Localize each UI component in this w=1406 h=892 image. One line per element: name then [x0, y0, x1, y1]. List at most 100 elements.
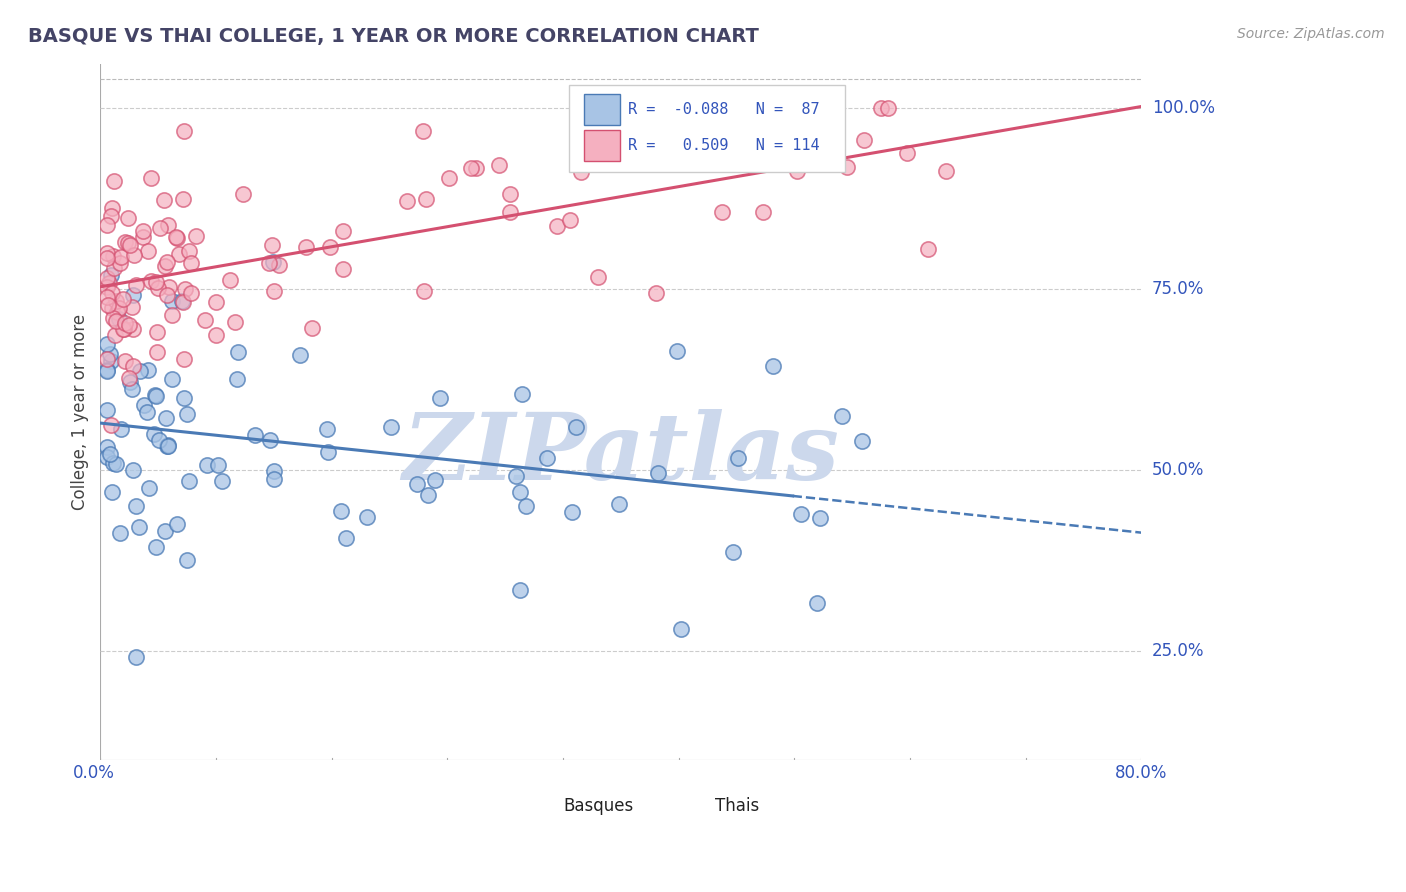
Point: [172, 295, 194, 310]
Point: [790, 508, 813, 522]
Point: [157, 280, 180, 294]
Point: [101, 285, 124, 300]
Text: Source: ZipAtlas.com: Source: ZipAtlas.com: [1237, 27, 1385, 41]
Point: [112, 322, 135, 336]
Point: [166, 230, 188, 244]
Point: [122, 322, 145, 336]
Point: [138, 481, 160, 495]
Point: [211, 474, 233, 488]
Point: [152, 193, 174, 207]
Point: [174, 282, 197, 296]
Point: [263, 472, 285, 486]
Point: [260, 237, 283, 252]
Point: [356, 509, 378, 524]
Point: [122, 288, 145, 302]
Point: [831, 409, 853, 423]
Point: [460, 161, 482, 175]
Point: [145, 325, 167, 339]
Point: [418, 488, 440, 502]
Point: [727, 451, 749, 466]
Point: [406, 477, 429, 491]
Point: [128, 520, 150, 534]
Point: [173, 391, 195, 405]
Point: [395, 194, 418, 209]
Point: [103, 310, 125, 325]
Point: [835, 160, 858, 174]
Point: [413, 284, 436, 298]
Point: [104, 458, 127, 472]
Point: [561, 505, 583, 519]
Point: [329, 504, 352, 518]
Point: [226, 372, 249, 386]
Point: [136, 363, 159, 377]
Text: 80.0%: 80.0%: [1115, 764, 1167, 782]
Point: [437, 170, 460, 185]
Point: [96, 289, 118, 303]
Point: [245, 428, 267, 442]
Point: [896, 145, 918, 160]
Point: [499, 205, 522, 219]
Point: [103, 174, 125, 188]
Point: [100, 201, 122, 215]
Point: [96, 450, 118, 465]
Point: [645, 285, 668, 300]
Point: [145, 541, 167, 555]
Point: [853, 133, 876, 147]
Text: R =  -0.088   N =  87: R = -0.088 N = 87: [628, 102, 820, 117]
Point: [786, 164, 808, 178]
Point: [121, 301, 143, 315]
Text: ZIPatlas: ZIPatlas: [402, 409, 839, 499]
Point: [138, 244, 160, 259]
Point: [108, 256, 131, 270]
Point: [96, 252, 118, 266]
Point: [118, 238, 141, 252]
Point: [122, 462, 145, 476]
Point: [114, 235, 136, 249]
Point: [699, 131, 721, 145]
Point: [117, 235, 139, 250]
Text: 75.0%: 75.0%: [1152, 280, 1204, 298]
Point: [96, 271, 118, 285]
Point: [128, 364, 150, 378]
Point: [721, 545, 744, 559]
Point: [132, 398, 155, 412]
Point: [167, 247, 190, 261]
Point: [560, 213, 582, 227]
Point: [114, 317, 136, 331]
Point: [637, 153, 659, 168]
Point: [301, 321, 323, 335]
Point: [157, 437, 180, 451]
Point: [176, 552, 198, 566]
Point: [165, 230, 187, 244]
Point: [510, 387, 533, 401]
Point: [110, 422, 132, 436]
Point: [118, 318, 141, 332]
Point: [101, 485, 124, 500]
Point: [194, 313, 217, 327]
Point: [142, 426, 165, 441]
Point: [108, 301, 131, 315]
Point: [156, 439, 179, 453]
Point: [160, 308, 183, 322]
Point: [111, 322, 134, 336]
Point: [100, 301, 122, 315]
Point: [145, 388, 167, 402]
Point: [197, 458, 219, 473]
Point: [179, 475, 201, 489]
Point: [103, 260, 125, 275]
Text: 0.0%: 0.0%: [73, 764, 115, 782]
Point: [97, 297, 120, 311]
Point: [228, 345, 250, 359]
Point: [205, 328, 228, 343]
Point: [136, 405, 159, 419]
Point: [98, 347, 121, 361]
Point: [565, 420, 588, 434]
Point: [806, 596, 828, 610]
Point: [97, 276, 120, 290]
Point: [141, 170, 163, 185]
Point: [224, 316, 246, 330]
Point: [124, 649, 146, 664]
Point: [160, 294, 183, 309]
Point: [917, 242, 939, 256]
Point: [114, 353, 136, 368]
